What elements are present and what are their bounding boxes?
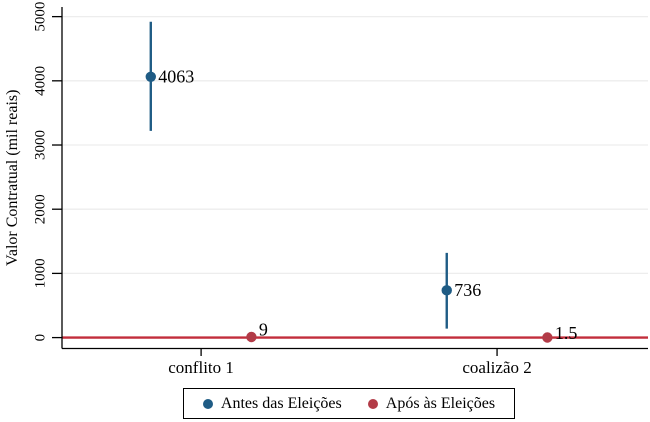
data-point bbox=[542, 332, 553, 343]
y-tick-label: 1000 bbox=[33, 258, 49, 288]
legend-marker-apos-icon bbox=[367, 398, 378, 409]
point-value-label: 9 bbox=[259, 320, 268, 340]
data-point bbox=[441, 285, 452, 296]
legend-entry: Após às Eleições bbox=[367, 394, 496, 413]
y-tick-label: 2000 bbox=[33, 194, 49, 224]
x-tick-label: conflito 1 bbox=[168, 358, 234, 377]
point-value-label: 1.5 bbox=[555, 323, 578, 343]
point-value-label: 4063 bbox=[158, 66, 194, 86]
legend: Antes das Eleições Após às Eleições bbox=[183, 388, 515, 419]
y-tick-label: 0 bbox=[33, 334, 49, 342]
data-point bbox=[246, 331, 257, 343]
y-tick-label: 5000 bbox=[33, 2, 49, 32]
legend-entry: Antes das Eleições bbox=[202, 394, 342, 413]
legend-label-antes: Antes das Eleições bbox=[220, 394, 342, 412]
y-tick-label: 3000 bbox=[33, 130, 49, 160]
data-point bbox=[145, 71, 156, 82]
legend-marker-antes-icon bbox=[202, 398, 213, 409]
y-tick-label: 4000 bbox=[33, 66, 49, 96]
legend-label-apos: Após às Eleições bbox=[385, 394, 496, 412]
x-tick-label: coalizão 2 bbox=[462, 358, 531, 377]
y-axis-title: Valor Contratual (mil reais) bbox=[4, 90, 21, 266]
point-value-label: 736 bbox=[454, 280, 481, 300]
